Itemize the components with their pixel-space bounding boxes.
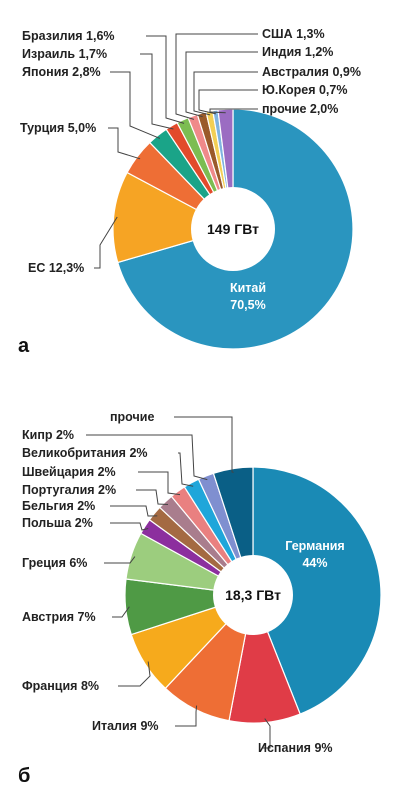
pie-chart-b: 18,3 ГВт Германия 44% Испания 9% Италия 9% Ф… [18, 410, 382, 787]
leader-line-греция [104, 556, 136, 564]
pie-label-прочие: прочие [110, 410, 154, 424]
leader-line-бельгия [110, 505, 158, 517]
pie-slice-ес [112, 171, 235, 264]
leader-line-франция [118, 661, 151, 687]
pie-label-швейцария: Швейцария 2% [22, 465, 116, 479]
leader-line-австралия [193, 71, 258, 116]
pie-slice-value-германия: 44% [302, 556, 327, 570]
pie-label-италия: Италия 9% [92, 719, 159, 733]
leader-line-прочие [209, 108, 258, 114]
panel-label-b: б [18, 765, 30, 787]
pie-a-center-hole [191, 187, 275, 271]
leader-line-бразилия [146, 35, 185, 124]
pie-label-бразилия: Бразилия 1,6% [22, 29, 115, 43]
pie-label-турция: Турция 5,0% [20, 121, 96, 135]
pie-label-израиль: Израиль 1,7% [22, 47, 107, 61]
pie-b-leader-lines [86, 416, 271, 749]
leader-line-индия [185, 51, 258, 118]
leader-line-португалия [136, 489, 169, 505]
panel-label-a: а [18, 335, 30, 357]
pie-label-австрия: Австрия 7% [22, 610, 96, 624]
pie-chart-a: 149 ГВт Китай 70,5% ЕС 12,3% Турция 5,0% Япо… [18, 27, 361, 357]
pie-label-кипр: Кипр 2% [22, 428, 74, 442]
pie-label-япония: Япония 2,8% [22, 65, 101, 79]
leader-line-австрия [112, 606, 130, 618]
leader-line-великобритания [178, 452, 194, 487]
pie-label-греция: Греция 6% [22, 556, 87, 570]
leader-line-испания [262, 718, 271, 749]
pie-label-франция: Франция 8% [22, 679, 99, 693]
pie-label-испания: Испания 9% [258, 741, 333, 755]
pie-b-center-hole [213, 555, 293, 635]
leader-line-италия [175, 705, 198, 727]
leader-line-турция [108, 127, 141, 160]
pie-a-center-label: 149 ГВт [207, 221, 259, 237]
pie-label-ю-корея: Ю.Корея 0,7% [262, 83, 347, 97]
pie-b-labels: Германия 44% Испания 9% Италия 9% Франция 8%… [22, 410, 345, 755]
pie-slice-label-китай: Китай [230, 281, 266, 295]
leader-line-кипр [86, 434, 208, 481]
leader-line-швейцария [138, 471, 181, 496]
leader-line-польша [110, 522, 149, 531]
pie-a-labels: Китай 70,5% ЕС 12,3% Турция 5,0% Япония 2,8%… [20, 27, 361, 312]
pie-label-ес: ЕС 12,3% [28, 261, 84, 275]
pie-label-прочие: прочие 2,0% [262, 102, 338, 116]
pie-label-австралия: Австралия 0,9% [262, 65, 361, 79]
pie-slice-value-китай: 70,5% [230, 298, 265, 312]
leader-line-ю-корея [198, 89, 258, 115]
leader-line-прочие [174, 416, 234, 473]
pie-label-великобритания: Великобритания 2% [22, 446, 148, 460]
pie-label-бельгия: Бельгия 2% [22, 499, 95, 513]
leader-line-ес [94, 216, 118, 269]
pie-slice-label-германия: Германия [285, 539, 344, 553]
leader-line-япония [110, 71, 161, 139]
leader-line-израиль [140, 53, 174, 130]
leader-line-сша [175, 33, 258, 120]
pie-label-индия: Индия 1,2% [262, 45, 333, 59]
pie-label-сша: США 1,3% [262, 27, 325, 41]
pie-slice-германия [252, 466, 382, 715]
pie-a-leader-lines [94, 33, 258, 269]
pie-b-center-label: 18,3 ГВт [225, 587, 281, 603]
pie-label-польша: Польша 2% [22, 516, 93, 530]
pie-label-португалия: Португалия 2% [22, 483, 116, 497]
